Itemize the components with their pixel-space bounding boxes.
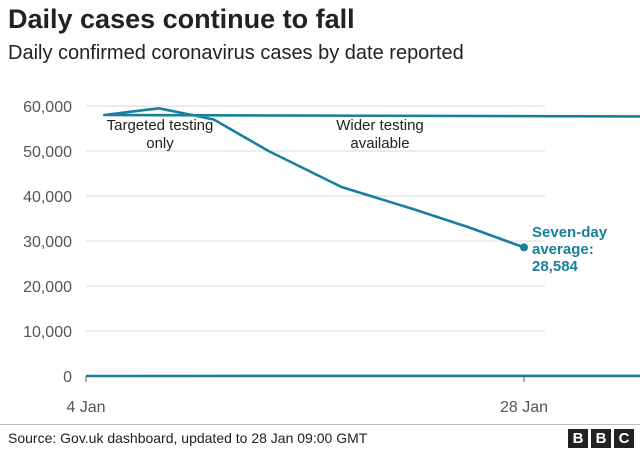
y-tick-label: 50,000: [23, 144, 72, 161]
targeted-testing-label-line1: Targeted testing: [107, 117, 214, 134]
wider-testing-label-line2: available: [350, 135, 409, 152]
y-tick-label: 30,000: [23, 234, 72, 251]
y-tick-label: 40,000: [23, 189, 72, 206]
y-axis-ticks: 0 10,000 20,000 30,000 40,000 50,000 60,000: [23, 99, 72, 386]
cases-chart: 0 10,000 20,000 30,000 40,000 50,000 60,000 4 …: [23, 99, 640, 416]
chart-subtitle: Daily confirmed coronavirus cases by dat…: [8, 42, 464, 64]
targeted-testing-label-line2: only: [146, 135, 174, 152]
x-axis-ticks: 4 Jan22 Mar8 Jun25 Aug11 Nov28 Jan: [66, 376, 548, 416]
logo-letter-b2: B: [591, 429, 611, 448]
logo-letter-c: C: [614, 429, 634, 448]
logo-letter-b1: B: [568, 429, 588, 448]
x-tick-label: 28 Jan: [500, 399, 548, 416]
chart-title: Daily cases continue to fall: [8, 4, 355, 34]
average-value: 28,584: [532, 258, 579, 275]
source-text: Source: Gov.uk dashboard, updated to 28 …: [8, 430, 368, 446]
wider-testing-label-line1: Wider testing: [336, 117, 424, 134]
average-label-line1: Seven-day: [532, 224, 608, 241]
x-tick-label: 4 Jan: [66, 399, 105, 416]
y-tick-label: 10,000: [23, 324, 72, 341]
seven-day-average-endpoint: [520, 243, 528, 252]
grid-lines: [86, 105, 545, 332]
y-tick-label: 0: [63, 369, 72, 386]
footer: Source: Gov.uk dashboard, updated to 28 …: [0, 424, 640, 451]
bbc-logo: B B C: [568, 429, 634, 448]
average-label-line2: average:: [532, 241, 594, 258]
y-tick-label: 60,000: [23, 99, 72, 116]
y-tick-label: 20,000: [23, 279, 72, 296]
